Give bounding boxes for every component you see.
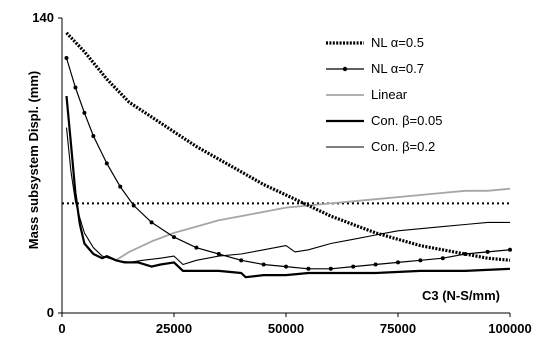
y-axis-title: Mass subsystem Displ. (mm) bbox=[26, 71, 41, 249]
y-tick-label: 0 bbox=[47, 305, 54, 320]
series-line-con-0-05 bbox=[65, 95, 511, 279]
data-point bbox=[239, 258, 244, 263]
legend-label-nl-0-5: NL α=0.5 bbox=[371, 35, 424, 50]
data-point bbox=[508, 247, 512, 252]
data-point bbox=[73, 85, 78, 90]
x-tick-label: 75000 bbox=[380, 321, 416, 336]
data-point bbox=[328, 266, 333, 271]
x-tick-label: 50000 bbox=[268, 321, 304, 336]
series-line-nl-0-5 bbox=[65, 31, 511, 262]
plot-area bbox=[62, 31, 512, 279]
legend-label-con-0-05: Con. β=0.05 bbox=[371, 113, 442, 128]
data-point bbox=[91, 134, 96, 138]
legend-label-con-0-2: Con. β=0.2 bbox=[371, 139, 435, 154]
data-point bbox=[172, 235, 176, 240]
legend-label-nl-0-7: NL α=0.7 bbox=[371, 61, 424, 76]
data-point bbox=[118, 184, 123, 189]
legend: NL α=0.5 NL α=0.7 Linear Con. β=0.05 Con. β=… bbox=[326, 35, 442, 154]
x-axis-title: C3 (N-S/mm) bbox=[422, 288, 500, 303]
data-point bbox=[261, 262, 266, 267]
data-point bbox=[104, 161, 109, 166]
y-tick-label: 140 bbox=[32, 10, 54, 25]
data-point bbox=[194, 245, 199, 250]
x-tick-label: 25000 bbox=[156, 321, 192, 336]
x-tick-label: 100000 bbox=[488, 321, 531, 336]
axes: 0 140 0 25000 50000 75000 100000 bbox=[32, 10, 531, 336]
data-point bbox=[396, 260, 400, 265]
data-point bbox=[82, 110, 87, 115]
data-point bbox=[373, 262, 378, 267]
data-point bbox=[485, 249, 490, 254]
data-point bbox=[306, 266, 311, 271]
data-point bbox=[440, 256, 445, 261]
data-point bbox=[284, 264, 288, 269]
data-point bbox=[351, 264, 356, 269]
x-tick-label: 0 bbox=[58, 321, 65, 336]
series-line-linear bbox=[115, 187, 511, 262]
data-point bbox=[149, 220, 154, 225]
legend-marker bbox=[342, 66, 348, 72]
data-point bbox=[64, 56, 69, 61]
data-point bbox=[131, 203, 136, 208]
legend-label-linear: Linear bbox=[371, 87, 408, 102]
data-point bbox=[216, 252, 221, 256]
series-line-nl-0-7 bbox=[65, 57, 511, 270]
series-line-con-0-2 bbox=[65, 127, 510, 266]
data-point bbox=[418, 258, 423, 263]
